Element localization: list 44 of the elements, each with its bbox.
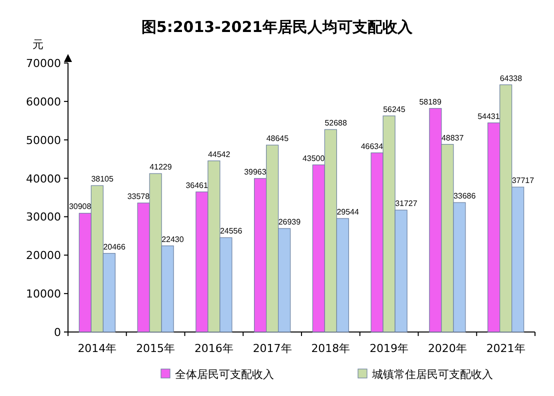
x-tick-label: 2021年 <box>486 342 526 355</box>
data-label: 44542 <box>208 150 231 159</box>
data-label: 41229 <box>150 162 172 172</box>
data-label: 64338 <box>500 74 523 83</box>
y-tick-label: 60000 <box>26 95 61 108</box>
data-label: 22430 <box>162 234 184 244</box>
data-label: 39963 <box>244 167 267 176</box>
data-label: 46634 <box>360 142 384 151</box>
x-tick-label: 2020年 <box>428 342 467 355</box>
data-label: 30908 <box>68 202 92 212</box>
x-tick-label: 2015年 <box>136 342 176 355</box>
data-label: 33686 <box>453 192 476 201</box>
data-label: 48645 <box>266 134 290 144</box>
data-label: 37717 <box>512 176 535 186</box>
data-label: 38105 <box>91 174 114 184</box>
data-label: 52688 <box>324 118 348 128</box>
data-label: 26939 <box>278 217 302 226</box>
y-tick-label: 20000 <box>26 249 61 262</box>
data-label: 29544 <box>336 207 360 216</box>
y-tick-label: 50000 <box>26 134 61 147</box>
y-axis-title: 元 <box>32 38 44 51</box>
x-tick-label: 2017年 <box>252 342 292 355</box>
data-label: 36461 <box>186 180 208 190</box>
data-label: 48837 <box>441 133 464 142</box>
data-label: 56245 <box>383 104 406 114</box>
data-label: 31727 <box>395 199 418 208</box>
y-tick-label: 30000 <box>26 210 61 224</box>
legend-label: 全体居民可支配收入 <box>175 368 274 381</box>
x-tick-label: 2018年 <box>311 342 350 355</box>
data-label: 54431 <box>478 112 500 121</box>
y-tick-label: 10000 <box>26 288 61 301</box>
legend-label: 城镇常住居民可支配收入 <box>371 368 493 381</box>
data-label: 20466 <box>103 242 126 252</box>
x-tick-label: 2014年 <box>78 342 117 355</box>
y-tick-label: 40000 <box>26 172 61 186</box>
data-label: 33578 <box>127 192 150 201</box>
x-tick-label: 2019年 <box>370 342 409 355</box>
x-tick-label: 2016年 <box>194 342 234 355</box>
data-label: 24556 <box>220 226 243 236</box>
data-label: 58189 <box>419 97 442 106</box>
y-tick-label: 0 <box>54 326 61 339</box>
y-tick-label: 70000 <box>26 57 61 70</box>
chart-title: 图5:2013-2021年居民人均可支配收入 <box>141 18 414 36</box>
data-label: 43500 <box>302 154 326 163</box>
